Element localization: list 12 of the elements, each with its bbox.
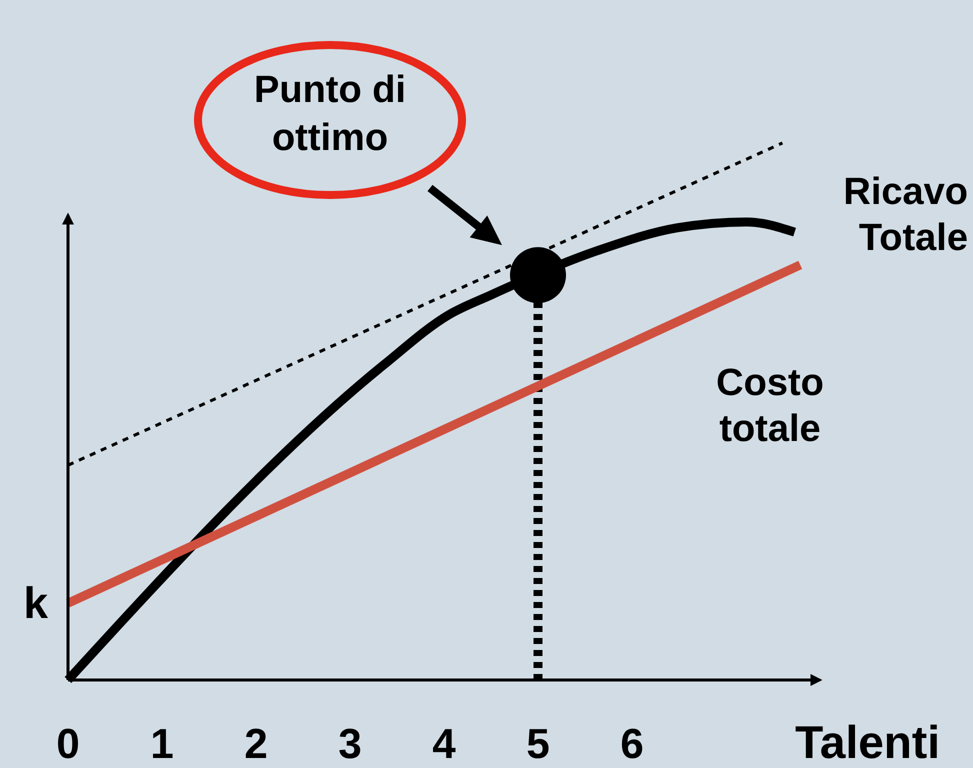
- x-tick-label: 6: [620, 720, 644, 767]
- x-tick-label: 0: [56, 720, 80, 767]
- annotation: Punto di ottimo: [254, 69, 406, 159]
- x-axis-title: Talenti: [795, 716, 940, 768]
- x-tick-label: 3: [338, 720, 362, 767]
- x-tick-label: 4: [432, 720, 456, 767]
- series-label: Ricavo Totale: [843, 171, 968, 260]
- x-tick-label: 1: [150, 720, 174, 767]
- x-tick-label: 2: [244, 720, 268, 767]
- series-label: Costo totale: [716, 362, 824, 450]
- x-tick-label: 5: [526, 720, 550, 767]
- annotation: k: [24, 579, 49, 628]
